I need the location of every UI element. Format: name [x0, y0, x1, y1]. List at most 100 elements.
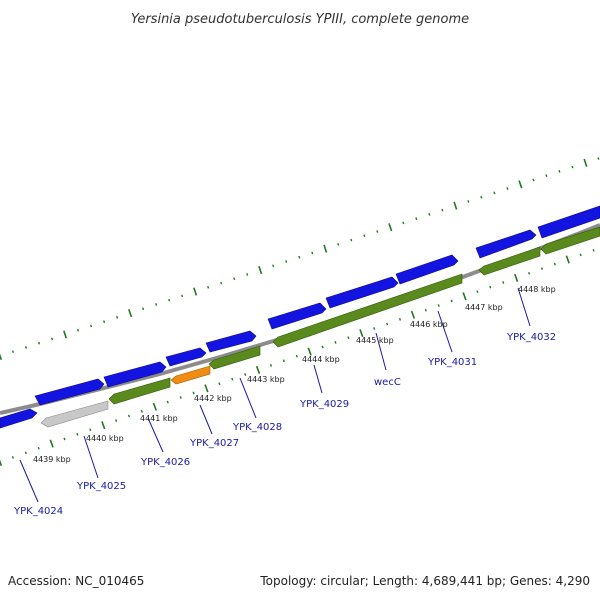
- gene-label-ypk-4025[interactable]: YPK_4025: [76, 481, 126, 492]
- reverse-gene-feature-1[interactable]: [108, 377, 171, 405]
- tick-mark: [244, 373, 247, 376]
- tick-mark: [592, 248, 595, 252]
- gene-label-ypk-4029[interactable]: YPK_4029: [299, 399, 349, 410]
- tick-mark: [597, 157, 600, 160]
- gene-labels: YPK_4024 YPK_4025 YPK_4026 YPK_4027 YPK_…: [13, 332, 556, 517]
- leader-ypk-4031: [437, 310, 453, 353]
- scale-label: 4447 kbp: [465, 303, 503, 312]
- scale-label: 4444 kbp: [302, 355, 340, 364]
- gene-feature-wecc[interactable]: [325, 276, 399, 309]
- tick-mark: [168, 298, 171, 302]
- tick-mark: [142, 307, 145, 311]
- tick-mark: [453, 201, 458, 210]
- tick-mark: [49, 439, 54, 448]
- tick-mark: [0, 353, 3, 361]
- tick-mark: [363, 234, 366, 238]
- tick-mark: [116, 315, 119, 319]
- scale-label: 4443 kbp: [247, 375, 285, 384]
- tick-mark: [193, 287, 198, 296]
- gene-feature-ypk-4024[interactable]: [0, 408, 38, 429]
- genome-summary-text: Topology: circular; Length: 4,689,441 bp…: [260, 574, 590, 588]
- tick-mark: [76, 433, 79, 436]
- leader-ypk-4026: [147, 417, 164, 453]
- leader-ypk-4032: [517, 287, 531, 327]
- tick-mark: [155, 303, 158, 306]
- pseudo-gene-feature[interactable]: [40, 400, 109, 428]
- tick-mark: [37, 446, 40, 450]
- tick-mark: [207, 285, 210, 289]
- reverse-gene-feature-5[interactable]: [540, 226, 600, 255]
- scale-label: 4439 kbp: [33, 455, 71, 464]
- map-title: Yersinia pseudotuberculosis YPIII, compl…: [131, 12, 469, 27]
- tick-mark: [489, 285, 492, 289]
- tick-mark: [181, 294, 184, 298]
- gene-feature-ypk-4032[interactable]: [475, 229, 537, 259]
- tick-mark: [402, 221, 405, 225]
- gene-label-ypk-4024[interactable]: YPK_4024: [13, 506, 63, 517]
- tick-mark: [166, 400, 169, 404]
- tick-mark: [476, 290, 479, 294]
- gene-label-ypk-4032[interactable]: YPK_4032: [506, 332, 556, 343]
- tick-mark: [218, 382, 221, 386]
- tick-mark: [467, 200, 470, 203]
- tick-mark: [311, 251, 314, 255]
- reverse-gene-feature-3[interactable]: [272, 273, 463, 348]
- tick-mark: [553, 262, 556, 266]
- tick-mark: [514, 273, 519, 282]
- tick-mark: [63, 330, 68, 339]
- tick-mark: [192, 391, 195, 395]
- scale-label: 4448 kbp: [518, 285, 556, 294]
- reverse-gene-feature-4[interactable]: [478, 246, 541, 276]
- tick-mark: [295, 354, 298, 358]
- tick-mark: [11, 350, 15, 354]
- inner-tick-ring: [0, 248, 595, 467]
- reverse-gene-feature-2[interactable]: [208, 345, 261, 370]
- tick-mark: [24, 451, 27, 455]
- tick-mark: [337, 242, 340, 246]
- gene-label-ypk-4028[interactable]: YPK_4028: [232, 422, 282, 433]
- gene-label-ypk-4027[interactable]: YPK_4027: [189, 438, 239, 449]
- gene-feature-ypk-4027[interactable]: [165, 347, 207, 367]
- gene-feature-ypk-4025[interactable]: [34, 378, 105, 406]
- gene-label-ypk-4026[interactable]: YPK_4026: [140, 457, 190, 468]
- leader-wecc: [375, 332, 387, 371]
- tick-mark: [115, 419, 118, 422]
- gene-feature-ypk-4029[interactable]: [267, 302, 327, 330]
- tick-mark: [583, 158, 588, 167]
- tick-mark: [410, 310, 416, 319]
- tick-mark: [128, 309, 133, 318]
- tick-mark: [558, 169, 561, 173]
- leader-ypk-4027: [199, 404, 213, 435]
- tick-mark: [127, 414, 131, 418]
- gene-feature-ypk-4028[interactable]: [205, 330, 257, 353]
- leader-ypk-4028: [239, 377, 257, 419]
- tick-mark: [24, 346, 28, 349]
- tick-mark: [571, 165, 574, 169]
- tick-mark: [89, 428, 92, 432]
- tick-mark: [323, 244, 328, 253]
- tick-mark: [90, 324, 93, 328]
- tick-mark: [307, 347, 312, 356]
- tick-mark: [540, 267, 544, 271]
- tick-mark: [565, 255, 570, 264]
- tick-mark: [246, 273, 249, 276]
- tick-mark: [376, 230, 379, 233]
- scale-label: 4440 kbp: [86, 434, 124, 443]
- tick-mark: [388, 223, 393, 232]
- gene-feature-ypk-4033[interactable]: [537, 205, 600, 239]
- rna-gene-feature[interactable]: [170, 365, 211, 385]
- tick-mark: [493, 191, 496, 195]
- gene-label-ypk-4031[interactable]: YPK_4031: [427, 357, 477, 368]
- gene-label-wecc[interactable]: wecC: [374, 377, 401, 388]
- gene-feature-ypk-4026[interactable]: [103, 361, 167, 388]
- tick-mark: [204, 384, 209, 393]
- gene-feature-ypk-4031[interactable]: [395, 254, 459, 285]
- tick-mark: [285, 260, 288, 263]
- tick-mark: [518, 180, 523, 189]
- tick-mark: [579, 253, 582, 257]
- leader-ypk-4024: [19, 459, 39, 503]
- tick-mark: [528, 271, 531, 275]
- tick-mark: [11, 456, 14, 459]
- gene-label-leaders: [19, 287, 531, 503]
- leader-ypk-4029: [313, 364, 323, 394]
